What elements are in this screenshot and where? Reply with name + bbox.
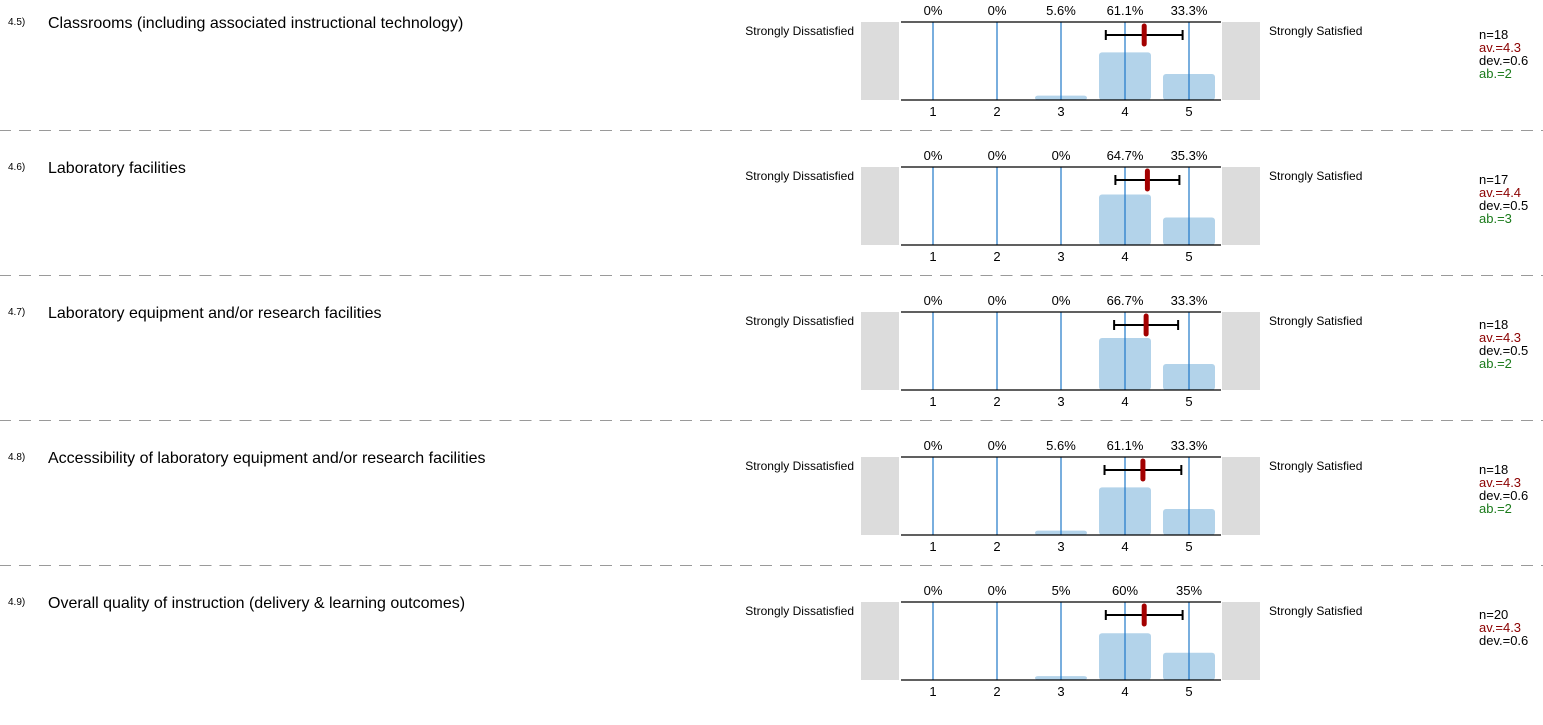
tick-label: 3	[1057, 249, 1064, 264]
percent-label: 5.6%	[1046, 438, 1076, 453]
scale-left-label: Strongly Dissatisfied	[600, 459, 854, 473]
percent-label: 61.1%	[1107, 438, 1144, 453]
tick-label: 2	[993, 394, 1000, 409]
scale-right-box	[1222, 602, 1260, 680]
stat-abstentions: ab.=2	[1479, 357, 1528, 370]
tick-label: 4	[1121, 249, 1128, 264]
tick-label: 3	[1057, 104, 1064, 119]
tick-label: 2	[993, 104, 1000, 119]
stat-abstentions: ab.=2	[1479, 502, 1528, 515]
scale-right-label: Strongly Satisfied	[1269, 24, 1362, 38]
question-number: 4.6)	[8, 162, 25, 173]
tick-label: 5	[1185, 539, 1192, 554]
question-number: 4.8)	[8, 452, 25, 463]
tick-label: 4	[1121, 104, 1128, 119]
distribution-chart: 0% 0% 0% 64.7% 35.3% 1 2 3 4 5	[880, 145, 1220, 265]
question-text: Laboratory facilities	[48, 160, 186, 178]
question-number: 4.9)	[8, 597, 25, 608]
stat-deviation: dev.=0.6	[1479, 634, 1528, 647]
scale-right-label: Strongly Satisfied	[1269, 604, 1362, 618]
item-separator	[0, 275, 1543, 276]
percent-label: 0%	[988, 583, 1007, 598]
item-separator	[0, 420, 1543, 421]
percent-label: 33.3%	[1171, 3, 1208, 18]
distribution-chart: 0% 0% 5% 60% 35% 1 2 3 4 5	[880, 580, 1220, 700]
item-separator	[0, 130, 1543, 131]
survey-item: 4.9) Overall quality of instruction (deli…	[0, 580, 1543, 725]
tick-label: 5	[1185, 684, 1192, 699]
percent-label: 0%	[1052, 148, 1071, 163]
question-text: Overall quality of instruction (delivery…	[48, 595, 465, 613]
tick-label: 4	[1121, 539, 1128, 554]
stats-block: n=17 av.=4.4 dev.=0.5 ab.=3	[1479, 173, 1528, 225]
item-separator	[0, 565, 1543, 566]
percent-label: 33.3%	[1171, 438, 1208, 453]
question-number: 4.7)	[8, 307, 25, 318]
scale-right-box	[1222, 22, 1260, 100]
scale-right-box	[1222, 457, 1260, 535]
stats-block: n=18 av.=4.3 dev.=0.5 ab.=2	[1479, 318, 1528, 370]
distribution-chart: 0% 0% 5.6% 61.1% 33.3% 1 2 3 4 5	[880, 0, 1220, 120]
percent-label: 0%	[988, 3, 1007, 18]
tick-label: 4	[1121, 394, 1128, 409]
percent-label: 0%	[988, 293, 1007, 308]
stats-block: n=18 av.=4.3 dev.=0.6 ab.=2	[1479, 463, 1528, 515]
stats-block: n=18 av.=4.3 dev.=0.6 ab.=2	[1479, 28, 1528, 80]
scale-left-label: Strongly Dissatisfied	[600, 604, 854, 618]
tick-label: 2	[993, 249, 1000, 264]
question-text: Classrooms (including associated instruc…	[48, 15, 463, 33]
survey-item: 4.7) Laboratory equipment and/or research…	[0, 290, 1543, 435]
tick-label: 1	[929, 104, 936, 119]
percent-label: 35%	[1176, 583, 1202, 598]
survey-item: 4.5) Classrooms (including associated ins…	[0, 0, 1543, 145]
percent-label: 0%	[988, 148, 1007, 163]
question-text: Accessibility of laboratory equipment an…	[48, 450, 486, 468]
tick-label: 2	[993, 684, 1000, 699]
survey-item: 4.8) Accessibility of laboratory equipmen…	[0, 435, 1543, 580]
percent-label: 35.3%	[1171, 148, 1208, 163]
question-number: 4.5)	[8, 17, 25, 28]
percent-label: 0%	[924, 583, 943, 598]
tick-label: 1	[929, 684, 936, 699]
scale-right-box	[1222, 167, 1260, 245]
scale-right-label: Strongly Satisfied	[1269, 314, 1362, 328]
scale-left-label: Strongly Dissatisfied	[600, 169, 854, 183]
tick-label: 3	[1057, 539, 1064, 554]
tick-label: 3	[1057, 394, 1064, 409]
tick-label: 5	[1185, 394, 1192, 409]
percent-label: 33.3%	[1171, 293, 1208, 308]
percent-label: 5.6%	[1046, 3, 1076, 18]
tick-label: 1	[929, 249, 936, 264]
scale-left-label: Strongly Dissatisfied	[600, 24, 854, 38]
stat-abstentions: ab.=2	[1479, 67, 1528, 80]
percent-label: 60%	[1112, 583, 1138, 598]
percent-label: 61.1%	[1107, 3, 1144, 18]
scale-right-label: Strongly Satisfied	[1269, 169, 1362, 183]
scale-right-label: Strongly Satisfied	[1269, 459, 1362, 473]
percent-label: 64.7%	[1107, 148, 1144, 163]
distribution-chart: 0% 0% 5.6% 61.1% 33.3% 1 2 3 4 5	[880, 435, 1220, 555]
tick-label: 3	[1057, 684, 1064, 699]
stat-abstentions: ab.=3	[1479, 212, 1528, 225]
tick-label: 5	[1185, 249, 1192, 264]
percent-label: 0%	[924, 438, 943, 453]
percent-label: 66.7%	[1107, 293, 1144, 308]
stats-block: n=20 av.=4.3 dev.=0.6	[1479, 608, 1528, 647]
percent-label: 5%	[1052, 583, 1071, 598]
scale-right-box	[1222, 312, 1260, 390]
tick-label: 1	[929, 394, 936, 409]
tick-label: 1	[929, 539, 936, 554]
tick-label: 5	[1185, 104, 1192, 119]
question-text: Laboratory equipment and/or research fac…	[48, 305, 382, 323]
percent-label: 0%	[924, 148, 943, 163]
tick-label: 4	[1121, 684, 1128, 699]
percent-label: 0%	[924, 293, 943, 308]
tick-label: 2	[993, 539, 1000, 554]
percent-label: 0%	[924, 3, 943, 18]
distribution-chart: 0% 0% 0% 66.7% 33.3% 1 2 3 4 5	[880, 290, 1220, 410]
percent-label: 0%	[1052, 293, 1071, 308]
survey-item: 4.6) Laboratory facilities Strongly Dissat…	[0, 145, 1543, 290]
scale-left-label: Strongly Dissatisfied	[600, 314, 854, 328]
percent-label: 0%	[988, 438, 1007, 453]
